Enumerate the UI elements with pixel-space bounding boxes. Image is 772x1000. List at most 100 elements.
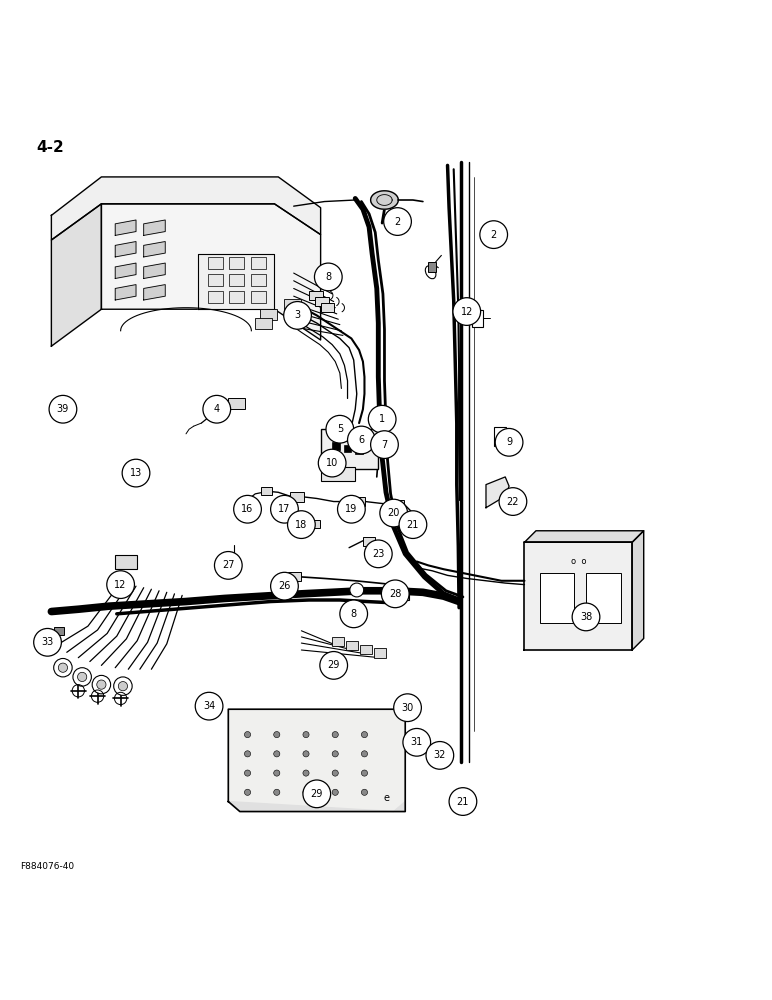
Polygon shape (101, 204, 320, 340)
Circle shape (332, 789, 338, 795)
Polygon shape (198, 254, 275, 309)
Text: 32: 32 (434, 750, 446, 760)
Bar (251, 274, 266, 286)
Circle shape (118, 682, 127, 691)
Circle shape (384, 208, 411, 235)
Bar (428, 262, 436, 272)
Bar (256, 318, 273, 329)
Bar (208, 291, 223, 303)
Text: 4: 4 (214, 404, 220, 414)
Bar (115, 555, 137, 569)
Text: 8: 8 (325, 272, 331, 282)
Circle shape (274, 770, 279, 776)
Circle shape (303, 789, 309, 795)
Bar (320, 429, 378, 469)
Polygon shape (524, 542, 632, 650)
Bar (287, 572, 301, 581)
Bar (229, 398, 245, 409)
Circle shape (113, 677, 132, 695)
Circle shape (347, 426, 375, 454)
Circle shape (303, 751, 309, 757)
Text: 21: 21 (457, 797, 469, 807)
Circle shape (403, 728, 431, 756)
Circle shape (287, 511, 315, 538)
Text: 29: 29 (327, 660, 340, 670)
Circle shape (59, 663, 67, 672)
Bar (374, 648, 386, 658)
Circle shape (271, 572, 298, 600)
Circle shape (408, 515, 422, 528)
Bar (208, 274, 223, 286)
Circle shape (361, 732, 367, 738)
Text: 9: 9 (506, 437, 512, 447)
Circle shape (215, 552, 242, 579)
Bar (284, 299, 301, 310)
Bar (493, 427, 506, 446)
Circle shape (340, 600, 367, 628)
Text: 8: 8 (350, 609, 357, 619)
Circle shape (245, 770, 251, 776)
Bar (540, 573, 574, 623)
Polygon shape (229, 802, 405, 812)
Polygon shape (115, 285, 136, 300)
Circle shape (274, 751, 279, 757)
Bar (229, 257, 245, 269)
Text: 20: 20 (388, 508, 400, 518)
Circle shape (368, 405, 396, 433)
Circle shape (96, 680, 106, 689)
Bar (208, 257, 223, 269)
Circle shape (303, 780, 330, 808)
Text: 18: 18 (295, 520, 307, 530)
Polygon shape (486, 477, 509, 508)
Text: 2: 2 (394, 217, 401, 227)
Bar (262, 487, 273, 495)
Text: 3: 3 (294, 310, 300, 320)
Polygon shape (52, 204, 101, 346)
Text: 30: 30 (401, 703, 414, 713)
Text: 29: 29 (310, 789, 323, 799)
Circle shape (361, 789, 367, 795)
Circle shape (195, 692, 223, 720)
Bar (360, 645, 372, 654)
Circle shape (245, 751, 251, 757)
Text: 7: 7 (381, 440, 388, 450)
Circle shape (92, 675, 110, 694)
Circle shape (394, 694, 422, 722)
Text: 4-2: 4-2 (36, 140, 64, 155)
Circle shape (34, 628, 62, 656)
Bar (344, 445, 351, 452)
Circle shape (274, 732, 279, 738)
Bar (251, 291, 266, 303)
Polygon shape (144, 285, 165, 300)
Circle shape (203, 395, 231, 423)
Bar (54, 627, 65, 635)
Text: 13: 13 (130, 468, 142, 478)
Bar (309, 291, 323, 300)
Bar (332, 442, 340, 450)
Bar (472, 310, 483, 327)
Polygon shape (115, 242, 136, 257)
Circle shape (371, 431, 398, 458)
Bar (320, 303, 334, 312)
Bar (290, 492, 303, 502)
Circle shape (274, 789, 279, 795)
Circle shape (332, 770, 338, 776)
Circle shape (73, 668, 91, 686)
Polygon shape (144, 263, 165, 278)
Text: 6: 6 (358, 435, 364, 445)
Text: 10: 10 (326, 458, 338, 468)
Bar (320, 467, 355, 481)
Circle shape (364, 540, 392, 568)
Bar (251, 257, 266, 269)
Polygon shape (52, 177, 320, 240)
Circle shape (245, 789, 251, 795)
Text: 34: 34 (203, 701, 215, 711)
Text: 5: 5 (337, 424, 343, 434)
Text: 2: 2 (490, 230, 497, 240)
Bar (332, 637, 344, 646)
Text: 12: 12 (114, 580, 127, 590)
Text: 33: 33 (42, 637, 54, 647)
Circle shape (49, 395, 76, 423)
Bar (315, 297, 329, 306)
Polygon shape (144, 220, 165, 235)
